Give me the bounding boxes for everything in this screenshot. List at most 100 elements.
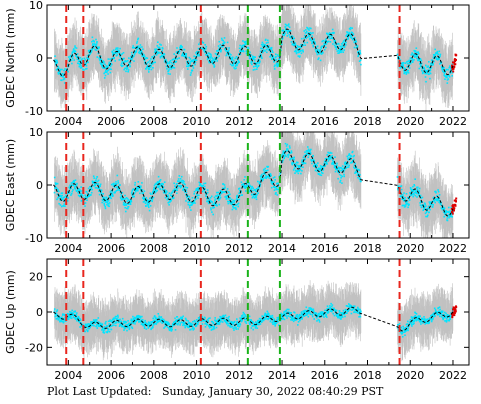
x-tick-label: 2010	[183, 115, 211, 128]
recent-point	[452, 70, 455, 73]
data-point	[113, 184, 116, 186]
data-point	[240, 50, 242, 53]
data-point	[103, 72, 105, 75]
data-point	[349, 34, 351, 37]
data-point	[288, 30, 290, 33]
data-point	[308, 35, 311, 38]
data-point	[436, 58, 438, 61]
data-point	[153, 51, 156, 54]
data-point	[159, 56, 162, 58]
data-point	[307, 34, 310, 36]
data-point	[214, 199, 216, 202]
data-point	[67, 197, 70, 199]
data-point	[298, 51, 300, 53]
data-point	[59, 195, 62, 197]
data-point	[198, 184, 201, 187]
data-point	[55, 62, 58, 64]
data-point	[98, 190, 100, 192]
data-point	[295, 52, 298, 55]
data-point	[231, 56, 234, 59]
data-point	[274, 59, 276, 61]
data-point	[309, 39, 312, 41]
data-point	[407, 70, 410, 72]
data-point	[341, 49, 343, 52]
data-point	[170, 64, 173, 67]
data-point	[119, 184, 121, 186]
data-point	[410, 53, 413, 56]
data-point	[80, 66, 83, 69]
data-point	[419, 62, 421, 65]
data-point	[129, 200, 132, 203]
data-point	[322, 52, 324, 54]
data-point	[210, 53, 212, 56]
data-point	[345, 44, 347, 46]
data-point	[204, 44, 206, 46]
data-point	[193, 58, 196, 61]
data-point	[94, 48, 96, 51]
data-point	[108, 61, 111, 64]
data-point	[282, 29, 284, 31]
data-point	[174, 185, 176, 187]
data-point	[209, 199, 212, 202]
data-point	[210, 195, 213, 198]
data-point	[216, 56, 219, 59]
data-point	[223, 41, 226, 44]
data-point	[288, 26, 291, 29]
data-point	[125, 210, 127, 213]
data-point	[69, 57, 71, 60]
data-point	[429, 67, 431, 70]
data-point	[283, 32, 286, 34]
data-point	[298, 49, 301, 52]
data-point	[222, 39, 224, 42]
data-point	[88, 195, 91, 197]
data-point	[84, 205, 86, 207]
data-point	[142, 198, 145, 201]
data-point	[206, 200, 209, 203]
data-point	[177, 178, 180, 180]
data-point	[96, 42, 98, 44]
data-point	[100, 62, 103, 65]
data-point	[57, 188, 59, 191]
data-point	[91, 36, 94, 39]
data-point	[168, 68, 171, 70]
data-point	[412, 54, 415, 56]
data-point	[185, 54, 187, 56]
recent-point	[451, 64, 454, 67]
x-tick-label: 2004	[54, 115, 82, 128]
data-point	[165, 190, 168, 192]
data-point	[356, 45, 359, 47]
data-point	[152, 59, 155, 61]
data-point	[347, 38, 349, 40]
data-point	[92, 43, 94, 45]
data-point	[206, 197, 208, 200]
data-point	[105, 199, 107, 202]
data-point	[176, 182, 178, 185]
data-point	[64, 205, 66, 207]
data-point	[302, 44, 305, 46]
data-point	[83, 57, 86, 60]
data-point	[69, 188, 71, 190]
data-point	[299, 50, 302, 52]
data-point	[211, 57, 214, 60]
data-point	[197, 47, 200, 50]
data-point	[81, 190, 83, 192]
data-point	[310, 32, 312, 35]
data-point	[400, 65, 403, 67]
data-point	[208, 56, 211, 59]
data-point	[64, 68, 66, 70]
data-point	[413, 56, 416, 58]
data-point	[56, 182, 59, 185]
data-point	[426, 72, 428, 75]
data-point	[188, 201, 190, 203]
data-point	[149, 60, 151, 62]
data-point	[107, 199, 110, 202]
data-point	[161, 184, 164, 187]
data-point	[145, 57, 148, 59]
data-point	[211, 203, 214, 206]
data-point	[234, 67, 236, 70]
data-point	[103, 61, 105, 63]
data-point	[79, 189, 81, 191]
data-point	[166, 195, 169, 198]
data-point	[73, 49, 76, 52]
data-point	[137, 45, 139, 47]
